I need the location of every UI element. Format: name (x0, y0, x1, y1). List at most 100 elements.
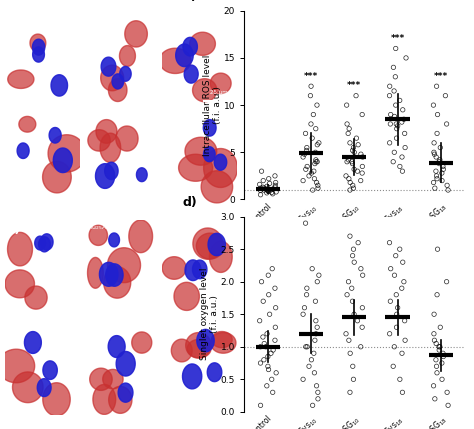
Point (266, 311, 273, 317)
Polygon shape (192, 79, 217, 102)
Point (436, 157, 444, 163)
Point (358, 304, 366, 311)
Point (391, 149, 398, 156)
Point (302, 220, 310, 227)
Point (345, 157, 352, 163)
Point (269, 347, 277, 353)
Point (313, 158, 321, 165)
Polygon shape (40, 234, 53, 250)
Y-axis label: Intracellular ROS level
(f.i. a.u.): Intracellular ROS level (f.i. a.u.) (203, 54, 222, 156)
Polygon shape (210, 73, 231, 94)
Point (386, 83, 393, 90)
Polygon shape (0, 349, 35, 383)
Text: Au$_{10}$SG$_{10}$: Au$_{10}$SG$_{10}$ (166, 12, 196, 21)
Point (392, 121, 400, 127)
Text: ***: *** (304, 72, 318, 81)
Point (443, 278, 450, 285)
Point (258, 278, 265, 285)
Point (349, 298, 356, 305)
Point (430, 311, 438, 317)
Polygon shape (118, 383, 133, 402)
Point (257, 191, 264, 198)
Point (349, 363, 356, 370)
Point (439, 166, 447, 173)
Point (264, 353, 272, 360)
Point (312, 158, 320, 165)
Point (314, 396, 322, 402)
Polygon shape (105, 162, 118, 180)
Point (352, 92, 360, 99)
Point (311, 298, 319, 305)
Point (263, 190, 271, 196)
Polygon shape (100, 262, 118, 286)
Point (269, 190, 276, 197)
Point (349, 147, 356, 154)
Text: Control: Control (9, 223, 31, 227)
Point (350, 246, 357, 253)
Y-axis label: Singlet oxygen level
(f.i. a.u.): Singlet oxygen level (f.i. a.u.) (200, 268, 219, 360)
Point (358, 324, 366, 331)
Point (313, 382, 320, 389)
Point (386, 92, 393, 99)
Point (312, 330, 320, 337)
Point (343, 121, 351, 127)
Polygon shape (25, 332, 41, 353)
Point (439, 353, 447, 360)
Text: No CellROX: No CellROX (9, 111, 44, 116)
Polygon shape (43, 383, 70, 416)
Point (398, 350, 406, 357)
Point (438, 177, 446, 184)
Point (434, 246, 441, 253)
Point (436, 343, 444, 350)
Point (354, 168, 361, 175)
Point (390, 64, 397, 71)
Point (387, 121, 394, 127)
Point (342, 172, 350, 179)
Point (313, 324, 321, 331)
Point (268, 189, 275, 196)
Point (433, 130, 441, 137)
Point (343, 102, 350, 109)
Point (442, 92, 449, 99)
Point (393, 324, 401, 331)
Polygon shape (137, 168, 147, 181)
Point (346, 187, 354, 193)
Point (346, 233, 354, 239)
Point (387, 111, 394, 118)
Polygon shape (19, 116, 36, 132)
Point (394, 122, 401, 129)
Point (357, 151, 365, 157)
Polygon shape (8, 70, 34, 88)
Point (268, 265, 276, 272)
Point (345, 175, 353, 182)
Point (302, 130, 310, 137)
Polygon shape (104, 267, 131, 298)
Point (357, 343, 365, 350)
Polygon shape (100, 65, 124, 91)
Point (314, 182, 322, 189)
Point (256, 181, 264, 188)
Point (392, 45, 400, 52)
Point (313, 179, 320, 186)
Text: Au$_{10}$AcCys$_{10}$: Au$_{10}$AcCys$_{10}$ (87, 12, 128, 21)
Point (358, 169, 366, 176)
Point (307, 121, 315, 127)
Polygon shape (5, 270, 35, 298)
Polygon shape (109, 387, 132, 414)
Point (393, 125, 401, 132)
Polygon shape (185, 260, 201, 281)
Point (433, 291, 441, 298)
Point (264, 363, 272, 370)
Point (272, 304, 280, 311)
Point (438, 360, 446, 366)
Point (350, 259, 358, 266)
Polygon shape (51, 75, 68, 96)
Point (302, 166, 310, 173)
Point (399, 106, 407, 113)
Point (260, 340, 268, 347)
Point (303, 147, 310, 154)
Text: No Si-DMA: No Si-DMA (9, 321, 42, 326)
Point (346, 389, 354, 396)
Polygon shape (162, 257, 186, 279)
Point (269, 389, 276, 396)
